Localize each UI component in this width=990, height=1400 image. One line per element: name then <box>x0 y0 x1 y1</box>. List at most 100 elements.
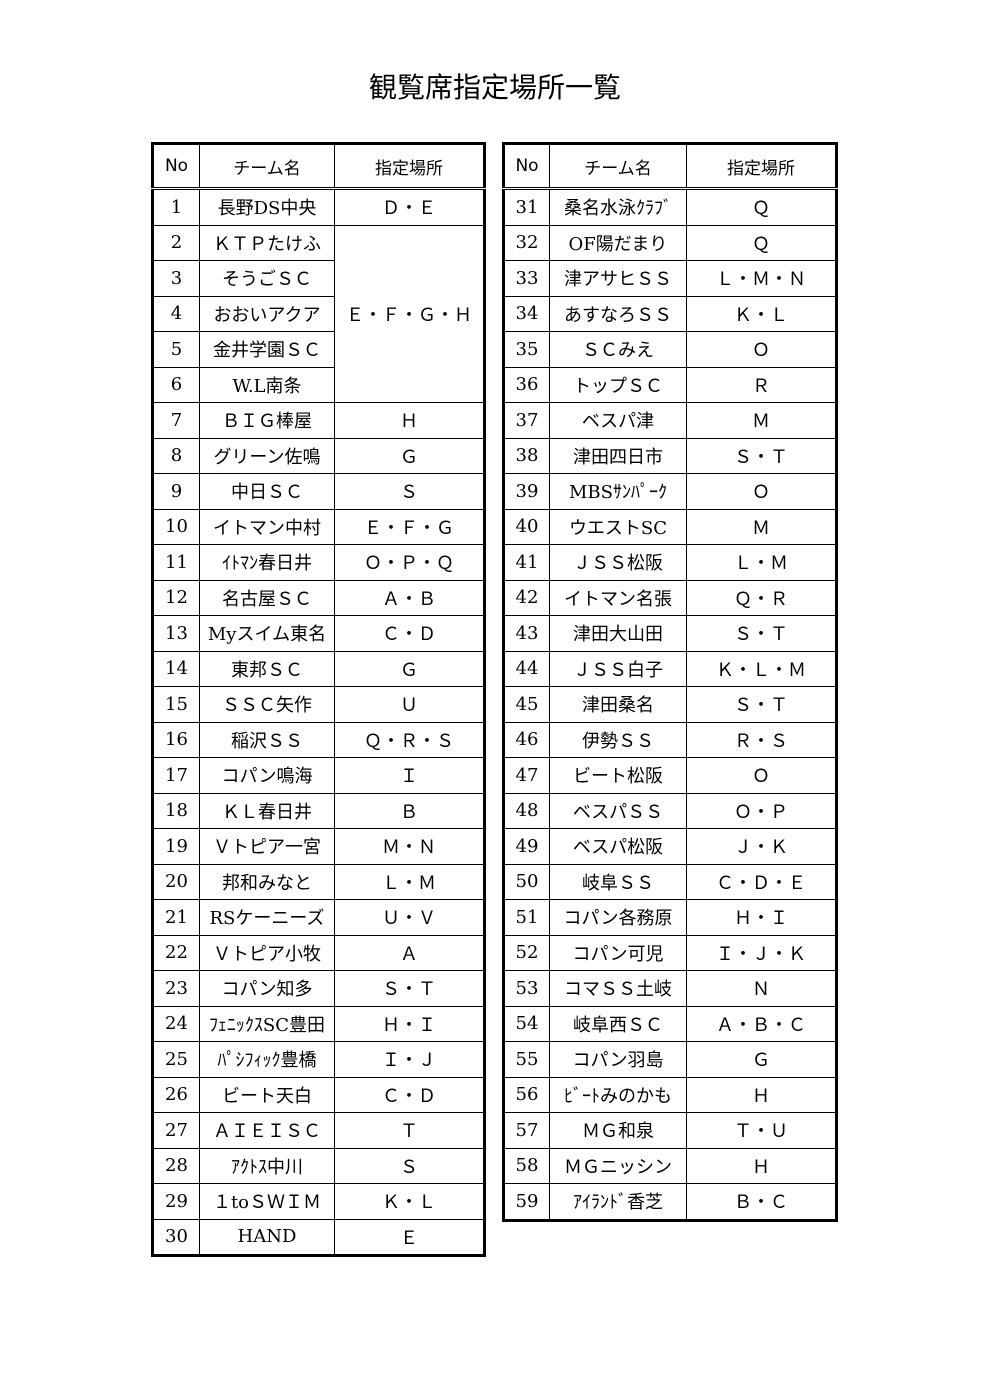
area-cell: Ｃ・Ｄ・Ｅ <box>686 863 837 900</box>
team-cell: コマＳＳ土岐 <box>549 970 687 1007</box>
team-cell: トップＳＣ <box>549 366 687 403</box>
area-cell: Ｍ・Ｎ <box>334 828 485 865</box>
no-cell: 36 <box>503 366 550 403</box>
no-cell: 55 <box>503 1041 550 1078</box>
table-row: 22 Ｖトピア小牧 Ａ <box>152 934 485 971</box>
team-cell: 伊勢ＳＳ <box>549 721 687 758</box>
table-row: 30 HAND Ｅ <box>152 1218 485 1256</box>
no-cell: 8 <box>152 437 200 474</box>
team-cell: 邦和みなと <box>199 863 335 900</box>
team-cell: ｱｸﾄｽ中川 <box>199 1147 335 1184</box>
no-cell: 10 <box>152 508 200 545</box>
table-row: 5 金井学園ＳＣ <box>152 331 485 368</box>
area-cell: Ｉ・Ｊ・Ｋ <box>686 934 837 971</box>
table-row: 42 イトマン名張 Ｑ・Ｒ <box>503 579 837 616</box>
team-cell: ＫＬ春日井 <box>199 792 335 829</box>
header-cell: チーム名 <box>549 143 687 190</box>
area-cell: Ｃ・Ｄ <box>334 615 485 652</box>
no-cell: 35 <box>503 331 550 368</box>
team-cell: 稲沢ＳＳ <box>199 721 335 758</box>
area-cell: Ｋ・Ｌ・Ｍ <box>686 650 837 687</box>
area-cell: Ａ・Ｂ・Ｃ <box>686 1005 837 1042</box>
no-cell: 42 <box>503 579 550 616</box>
table-row: 56 ﾋﾞｰﾄみのかも Ｈ <box>503 1076 837 1113</box>
no-cell: 44 <box>503 650 550 687</box>
team-cell: ＳＣみえ <box>549 331 687 368</box>
area-cell: Ｓ・Ｔ <box>686 686 837 723</box>
no-cell: 14 <box>152 650 200 687</box>
table-row: 11 ｲﾄﾏﾝ春日井 Ｏ・Ｐ・Ｑ <box>152 544 485 581</box>
area-cell: Ｒ・Ｓ <box>686 721 837 758</box>
team-cell: ビート松阪 <box>549 757 687 794</box>
team-cell: ＭＧニッシン <box>549 1147 687 1184</box>
table-row: 24 ﾌｪﾆｯｸｽSC豊田 Ｈ・Ｉ <box>152 1005 485 1042</box>
no-cell: 21 <box>152 899 200 936</box>
header-cell: チーム名 <box>199 143 335 190</box>
area-cell: Ｓ・Ｔ <box>686 615 837 652</box>
table-row: 21 RSケーニーズ Ｕ・Ｖ <box>152 899 485 936</box>
team-cell: コパン可児 <box>549 934 687 971</box>
no-cell: 5 <box>152 331 200 368</box>
table-row: 8 グリーン佐鳴 Ｇ <box>152 437 485 474</box>
table-row: 35 ＳＣみえ Ｏ <box>503 331 837 368</box>
table-row: 46 伊勢ＳＳ Ｒ・Ｓ <box>503 721 837 758</box>
table-row: 48 ベスパＳＳ Ｏ・Ｐ <box>503 792 837 829</box>
no-cell: 29 <box>152 1183 200 1220</box>
no-cell: 24 <box>152 1005 200 1042</box>
team-cell: コパン鳴海 <box>199 757 335 794</box>
no-cell: 43 <box>503 615 550 652</box>
area-cell: Ｅ・Ｆ・Ｇ・Ｈ <box>334 224 485 403</box>
team-cell: ﾋﾞｰﾄみのかも <box>549 1076 687 1113</box>
area-cell: Ｋ・Ｌ <box>334 1183 485 1220</box>
area-cell: Ｏ <box>686 757 837 794</box>
area-cell: Ｕ・Ｖ <box>334 899 485 936</box>
team-cell: 岐阜西ＳＣ <box>549 1005 687 1042</box>
table-row: 18 ＫＬ春日井 Ｂ <box>152 792 485 829</box>
team-cell: OF陽だまり <box>549 224 687 261</box>
area-cell: Ｔ・Ｕ <box>686 1112 837 1149</box>
team-cell: ﾊﾟｼﾌｨｯｸ豊橋 <box>199 1041 335 1078</box>
no-cell: 41 <box>503 544 550 581</box>
team-cell: ベスパ津 <box>549 402 687 439</box>
team-cell: ＢＩＧ棒屋 <box>199 402 335 439</box>
team-cell: コパン羽島 <box>549 1041 687 1078</box>
table-row: 36 トップＳＣ Ｒ <box>503 366 837 403</box>
area-cell: Ｉ・Ｊ <box>334 1041 485 1078</box>
no-cell: 4 <box>152 295 200 332</box>
table-row: 1 長野DS中央 Ｄ・Ｅ <box>152 188 485 226</box>
team-cell: あすなろＳＳ <box>549 295 687 332</box>
no-cell: 3 <box>152 260 200 297</box>
no-cell: 6 <box>152 366 200 403</box>
area-cell: Ｃ・Ｄ <box>334 1076 485 1113</box>
table-row: 25 ﾊﾟｼﾌｨｯｸ豊橋 Ｉ・Ｊ <box>152 1041 485 1078</box>
team-cell: 津アサヒＳＳ <box>549 260 687 297</box>
table-row: 13 Myスイム東名 Ｃ・Ｄ <box>152 615 485 652</box>
area-cell: Ｅ <box>334 1218 485 1256</box>
table-row: 2 ＫＴＰたけふ Ｅ・Ｆ・Ｇ・Ｈ <box>152 224 485 403</box>
table-row: 12 名古屋ＳＣ Ａ・Ｂ <box>152 579 485 616</box>
team-cell: ＡＩＥＩＳＣ <box>199 1112 335 1149</box>
area-cell: Ｇ <box>686 1041 837 1078</box>
team-cell: 金井学園ＳＣ <box>199 331 335 368</box>
area-cell: Ｋ・Ｌ <box>686 295 837 332</box>
team-cell: 長野DS中央 <box>199 188 335 226</box>
header-cell: 指定場所 <box>334 143 485 190</box>
team-cell: 津田桑名 <box>549 686 687 723</box>
area-cell: Ｅ・Ｆ・Ｇ <box>334 508 485 545</box>
table-row: 4 おおいアクア <box>152 295 485 332</box>
table-row: 52 コパン可児 Ｉ・Ｊ・Ｋ <box>503 934 837 971</box>
table-row: 37 ベスパ津 Ｍ <box>503 402 837 439</box>
area-cell: Ｑ・Ｒ・Ｓ <box>334 721 485 758</box>
table-row: 45 津田桑名 Ｓ・Ｔ <box>503 686 837 723</box>
team-cell: ｲﾄﾏﾝ春日井 <box>199 544 335 581</box>
table-row: 10 イトマン中村 Ｅ・Ｆ・Ｇ <box>152 508 485 545</box>
area-cell: Ｂ <box>334 792 485 829</box>
header-cell: No <box>152 143 200 190</box>
no-cell: 48 <box>503 792 550 829</box>
area-cell: Ｑ <box>686 188 837 226</box>
table-row: 31 桑名水泳ｸﾗﾌﾞ Ｑ <box>503 188 837 226</box>
table-row: 19 Ｖトピア一宮 Ｍ・Ｎ <box>152 828 485 865</box>
page-title: 観覧席指定場所一覧 <box>368 71 621 104</box>
no-cell: 58 <box>503 1147 550 1184</box>
